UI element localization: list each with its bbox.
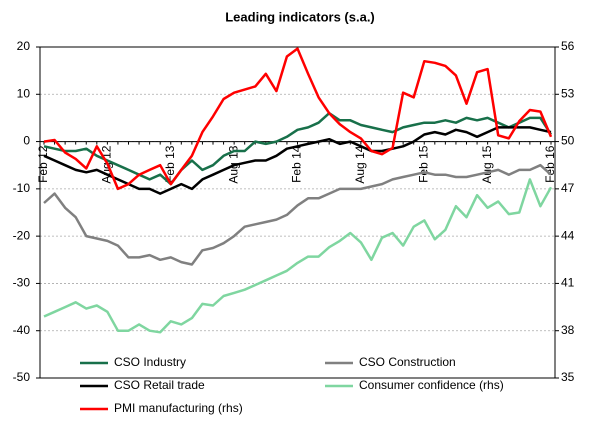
chart-title: Leading indicators (s.a.)	[225, 9, 375, 24]
y-tick-label: 10	[17, 86, 31, 100]
y-tick-label: -50	[13, 370, 31, 384]
y2-tick-label: 56	[561, 39, 575, 53]
x-tick-label: Aug 15	[480, 145, 494, 183]
y-tick-label: 20	[17, 39, 31, 53]
series-line	[43, 47, 553, 191]
series-line	[43, 111, 553, 186]
y2-tick-label: 47	[561, 181, 575, 195]
y-tick-label: -20	[13, 228, 31, 242]
x-tick-label: Feb 12	[36, 145, 50, 183]
y-tick-label: -10	[13, 181, 31, 195]
y2-tick-label: 35	[561, 370, 575, 384]
legend-label: CSO Industry	[114, 355, 186, 369]
series-line	[43, 163, 552, 266]
legend-label: CSO Retail trade	[114, 378, 205, 392]
y-tick-label: 0	[23, 134, 30, 148]
x-tick-label: Aug 14	[353, 145, 367, 183]
x-tick-label: Feb 14	[290, 145, 304, 183]
plot-frame	[39, 46, 556, 379]
y2-tick-label: 53	[561, 86, 575, 100]
series-line	[43, 178, 553, 334]
x-tick-label: Feb 15	[416, 145, 430, 183]
legend-label: PMI manufacturing (rhs)	[114, 401, 243, 415]
x-tick-label: Feb 13	[163, 145, 177, 183]
y-tick-label: -30	[13, 276, 31, 290]
y2-tick-label: 50	[561, 134, 575, 148]
y2-tick-label: 41	[561, 276, 575, 290]
legend-label: Consumer confidence (rhs)	[359, 378, 504, 392]
y2-tick-label: 44	[561, 228, 575, 242]
y2-tick-label: 38	[561, 323, 575, 337]
legend-label: CSO Construction	[359, 355, 456, 369]
y-tick-label: -40	[13, 323, 31, 337]
x-tick-label: Feb 16	[543, 145, 557, 183]
